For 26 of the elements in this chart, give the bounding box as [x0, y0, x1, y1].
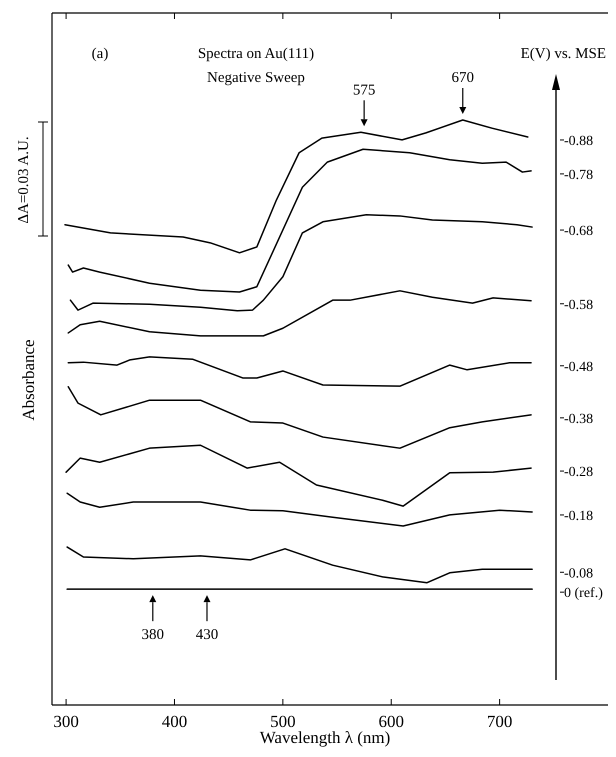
chart-title: Spectra on Au(111) — [198, 46, 314, 62]
x-tick-label: 600 — [378, 712, 404, 731]
annotation: 670 — [452, 70, 474, 86]
x-tick-label: 300 — [53, 712, 79, 731]
text: ΔA=0.03 A.U. — [16, 136, 32, 224]
legend-label: -0.48 — [564, 360, 594, 375]
legend-label: -0.38 — [564, 412, 594, 427]
chart-subtitle: Negative Sweep — [207, 70, 305, 86]
text: (a) — [92, 46, 108, 62]
legend-label: -0.68 — [564, 224, 594, 240]
y-axis-title: Absorbance — [19, 339, 38, 421]
legend-label: 0 (ref.) — [564, 586, 604, 602]
legend-label: -0.08 — [564, 566, 594, 582]
legend-label: -0.18 — [564, 508, 594, 524]
legend-title: E(V) vs. MSE — [520, 46, 606, 62]
legend-label: -0.78 — [564, 168, 594, 183]
x-tick-label: 700 — [486, 712, 512, 731]
legend-label: -0.88 — [564, 134, 594, 149]
annotation: 430 — [196, 627, 218, 644]
x-tick-label: 500 — [270, 712, 296, 731]
annotation: 575 — [352, 82, 376, 98]
legend-label: -0.58 — [564, 298, 594, 313]
legend-label: -0.28 — [564, 465, 594, 480]
annotation: 380 — [142, 627, 164, 644]
x-tick-label: 400 — [162, 712, 188, 731]
x-axis-title: Wavelength λ (nm) — [260, 728, 390, 747]
